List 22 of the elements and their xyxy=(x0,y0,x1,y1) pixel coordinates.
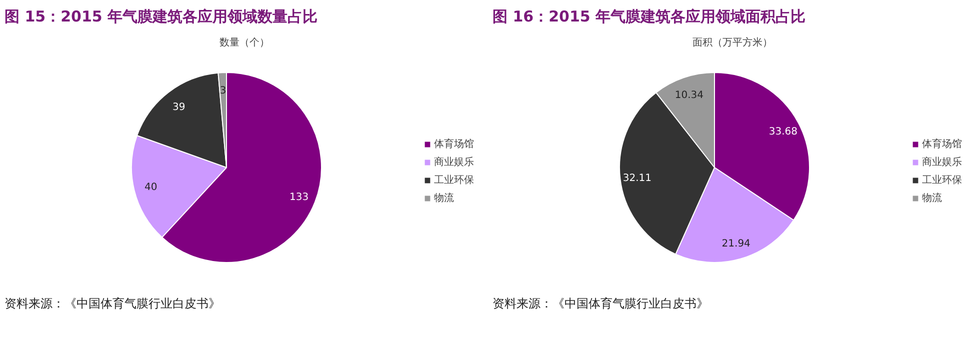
text: 资料来源：《中国体育气膜行业白皮书》 xyxy=(492,296,708,310)
text: 资料来源：《中国体育气膜行业白皮书》 xyxy=(4,296,220,310)
data-label: 33.68 xyxy=(768,126,798,138)
data-label: 40 xyxy=(144,182,158,194)
legend-label: 体育场馆 xyxy=(922,138,962,151)
data-label: 133 xyxy=(290,192,309,203)
data-label: 3 xyxy=(220,86,226,97)
chart-subtitle: 面积（万平方米） xyxy=(692,36,772,48)
legend-label: 物流 xyxy=(434,192,454,205)
chart-title: 图 16：2015 年气膜建筑各应用领域面积占比 xyxy=(492,8,806,26)
data-label: 32.11 xyxy=(622,172,652,184)
data-label: 21.94 xyxy=(722,238,750,250)
chart-subtitle: 数量（个） xyxy=(220,36,270,48)
legend-label: 商业娱乐 xyxy=(434,156,474,169)
data-label: 10.34 xyxy=(674,90,704,101)
legend-label: 体育场馆 xyxy=(434,138,474,151)
chart-title: 图 15：2015 年气膜建筑各应用领域数量占比 xyxy=(4,8,318,26)
legend-label: 工业环保 xyxy=(434,174,474,187)
data-label: 39 xyxy=(172,102,186,113)
legend-label: 工业环保 xyxy=(922,174,962,187)
legend-label: 物流 xyxy=(922,192,942,205)
legend-label: 商业娱乐 xyxy=(922,156,962,169)
